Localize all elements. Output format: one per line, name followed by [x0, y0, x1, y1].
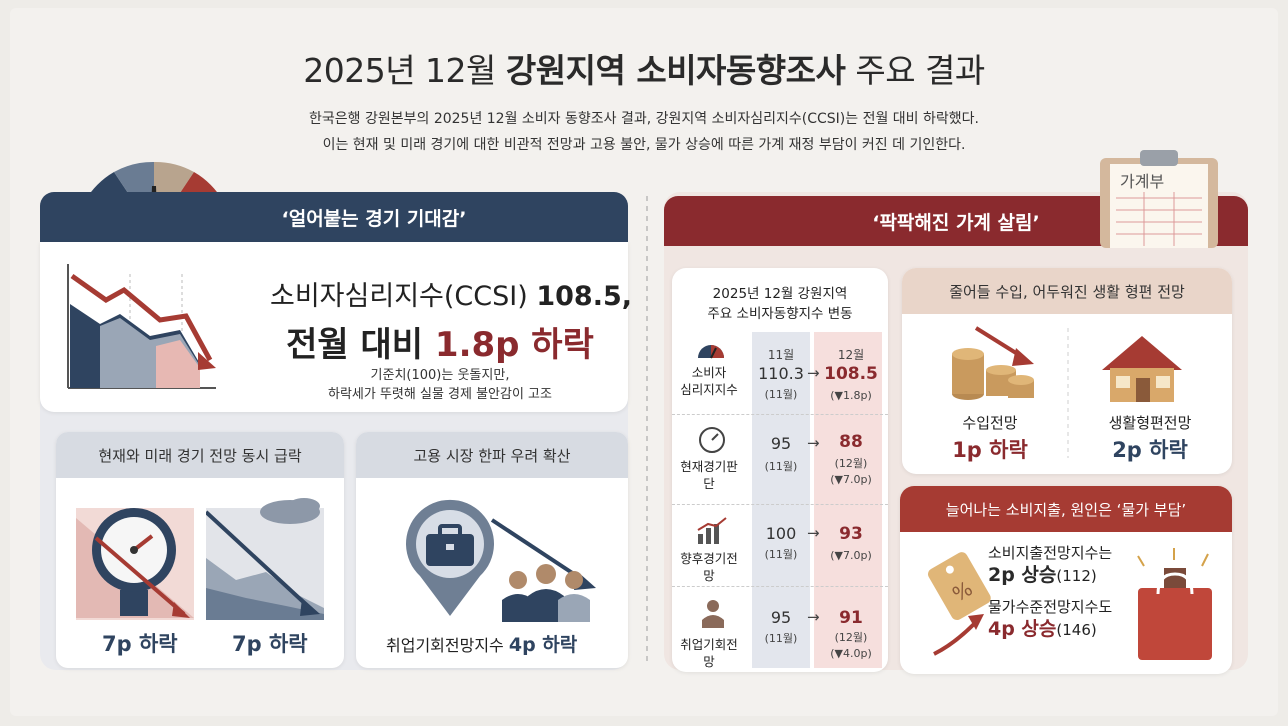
worker-icon [702, 600, 724, 628]
ccsi-card: 소비자심리지수(CCSI) 108.5, 전월 대비 1.8p 하락 기준치(1… [40, 242, 633, 412]
row-employment-nov: 95 [770, 608, 792, 627]
row-ccsi-label: 소비자 심리지지수 [680, 365, 738, 397]
spending-header: 늘어나는 소비지출, 원인은 ‘물가 부담’ [900, 486, 1232, 532]
row-current-label: 현재경기판단 [680, 459, 738, 491]
row-current-nov-sub: (11월) [764, 460, 798, 473]
row-future-nov-sub: (11월) [764, 548, 798, 561]
row-ccsi-dec: 108.5 [824, 364, 878, 384]
living-outlook-label: 생활형편전망 [1108, 414, 1192, 432]
ccsi-headline: 소비자심리지수(CCSI) 108.5, 전월 대비 1.8p 하락 [270, 281, 633, 365]
briefcase-pin-icon [406, 499, 494, 616]
row-employment-label: 취업기회전망 [680, 637, 738, 669]
clipboard-icon [1100, 150, 1218, 248]
row-employment-arrow: → [807, 608, 820, 626]
price-tag-icon: % [928, 552, 991, 656]
row-current-nov: 95 [770, 434, 792, 453]
row-employment-change: (▼4.0p) [830, 647, 872, 660]
storm-chart-icon [206, 498, 324, 620]
table-title: 2025년 12월 강원지역 주요 소비자동향지수 변동 [707, 286, 853, 322]
row-employment-dec: 91 [839, 608, 863, 628]
employment-outlook-text: 취업기회전망지수 4p 하락 [386, 634, 578, 656]
left-section-header: ‘얼어붙는 경기 기대감’ [40, 192, 628, 242]
row-future-change: (▼7.0p) [830, 549, 872, 562]
index-table-card: 2025년 12월 강원지역 주요 소비자동향지수 변동 11월 12월 소비자… [672, 268, 888, 672]
income-outlook-value: 1p 하락 [952, 438, 1028, 462]
speedometer-icon [699, 427, 725, 453]
table-row [672, 586, 888, 668]
row-employment-nov-sub: (11월) [764, 632, 798, 645]
mini-gauge-icon [698, 345, 724, 359]
workers-decline-icon [490, 518, 596, 622]
employment-header: 고용 시장 한파 우려 확산 [356, 432, 628, 478]
row-future-dec: 93 [839, 524, 863, 544]
table-nov-column [752, 332, 810, 668]
house-icon [1102, 336, 1182, 402]
row-ccsi-nov: 110.3 [758, 364, 804, 383]
economy-outlook-card: 현재와 미래 경기 전망 동시 급락 7p 하락 7p 하락 [56, 432, 344, 668]
section-divider [646, 196, 648, 666]
row-ccsi-nov-sub: (11월) [764, 388, 798, 401]
table-row [672, 414, 888, 506]
price-outlook-text: 물가수준전망지수도 4p 상승(146) [988, 598, 1113, 640]
row-future-label: 향후경기전망 [680, 551, 738, 583]
row-future-nov: 100 [765, 524, 797, 543]
bar-growth-icon [697, 517, 727, 544]
income-divider [1067, 328, 1069, 458]
row-current-change: (▼7.0p) [830, 473, 872, 486]
row-current-dec: 88 [839, 432, 863, 452]
coins-decline-icon [952, 326, 1034, 400]
row-current-dec-sub: (12월) [834, 457, 868, 470]
row-employment-dec-sub: (12월) [834, 631, 868, 644]
current-economy-drop: 7p 하락 [102, 632, 178, 656]
intro-line-1: 한국은행 강원본부의 2025년 12월 소비자 동향조사 결과, 강원지역 소… [309, 111, 979, 127]
intro-text: 한국은행 강원본부의 2025년 12월 소비자 동향조사 결과, 강원지역 소… [0, 106, 1288, 158]
row-future-arrow: → [807, 524, 820, 542]
pressure-gauge-icon [76, 508, 194, 620]
row-current-arrow: → [807, 434, 820, 452]
shopping-bag-icon [1137, 548, 1212, 660]
table-row [672, 504, 888, 596]
table-dec-column [814, 332, 882, 668]
row-ccsi-change: (▼1.8p) [830, 389, 872, 402]
economy-outlook-header: 현재와 미래 경기 전망 동시 급락 [56, 432, 344, 478]
income-outlook-card: 줄어들 수입, 어두워진 생활 형편 전망 수입전망 1p 하락 생활형편전망 … [902, 268, 1232, 474]
income-outlook-label: 수입전망 [962, 414, 1018, 432]
dec-column-header: 12월 [837, 348, 865, 362]
spending-card: 늘어나는 소비지출, 원인은 ‘물가 부담’ % 소비지출전망지수는 2p 상승… [900, 486, 1232, 674]
intro-line-2: 이는 현재 및 미래 경기에 대한 비관적 전망과 고용 불안, 물가 상승에 … [322, 137, 966, 153]
nov-column-header: 11월 [767, 348, 795, 362]
future-economy-drop: 7p 하락 [232, 632, 308, 656]
page-title: 2025년 12월 강원지역 소비자동향조사 주요 결과 [303, 51, 985, 90]
income-outlook-header: 줄어들 수입, 어두워진 생활 형편 전망 [902, 268, 1232, 314]
ledger-label: 가계부 [1120, 172, 1165, 191]
row-ccsi-arrow: → [807, 364, 820, 382]
spending-outlook-text: 소비지출전망지수는 2p 상승(112) [988, 544, 1113, 586]
declining-chart-icon [67, 264, 216, 389]
living-outlook-value: 2p 하락 [1112, 438, 1188, 462]
employment-card: 고용 시장 한파 우려 확산 취업기회전망지수 4p 하락 [356, 432, 628, 668]
ccsi-note: 기준치(100)는 웃돌지만, 하락세가 뚜렷해 실물 경제 불안감이 고조 [328, 368, 552, 402]
